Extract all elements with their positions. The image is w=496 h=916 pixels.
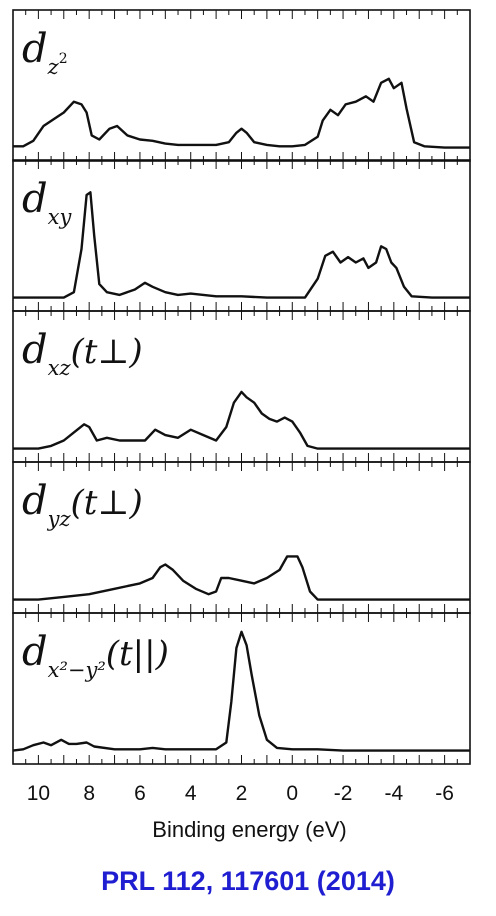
dos-curve xyxy=(13,77,470,149)
citation: PRL 112, 117601 (2014) xyxy=(101,866,395,896)
x-tick-label: 6 xyxy=(134,782,146,805)
dos-curve xyxy=(13,191,470,299)
x-tick-label: 8 xyxy=(83,782,95,805)
x-tick-label: 4 xyxy=(185,782,197,805)
dos-curve xyxy=(12,630,470,752)
x-tick-label: 0 xyxy=(286,782,298,805)
x-tick-label: 2 xyxy=(236,782,248,805)
orbital-label: dxy xyxy=(22,176,72,229)
orbital-label: dz2 xyxy=(22,26,68,79)
x-axis-label: Binding energy (eV) xyxy=(152,817,346,842)
dos-curve xyxy=(13,390,470,450)
x-tick-label: -6 xyxy=(435,782,454,805)
panel-frame xyxy=(12,159,471,312)
orbital-label: dx²−y²(t||) xyxy=(22,629,169,682)
orbital-label: dyz(t⊥) xyxy=(22,478,143,531)
x-tick-label: -4 xyxy=(384,782,403,805)
x-tick-label: -2 xyxy=(334,782,353,805)
dos-curve xyxy=(13,555,470,601)
orbital-label: dxz(t⊥) xyxy=(22,327,143,380)
x-tick-label: 10 xyxy=(27,782,50,805)
